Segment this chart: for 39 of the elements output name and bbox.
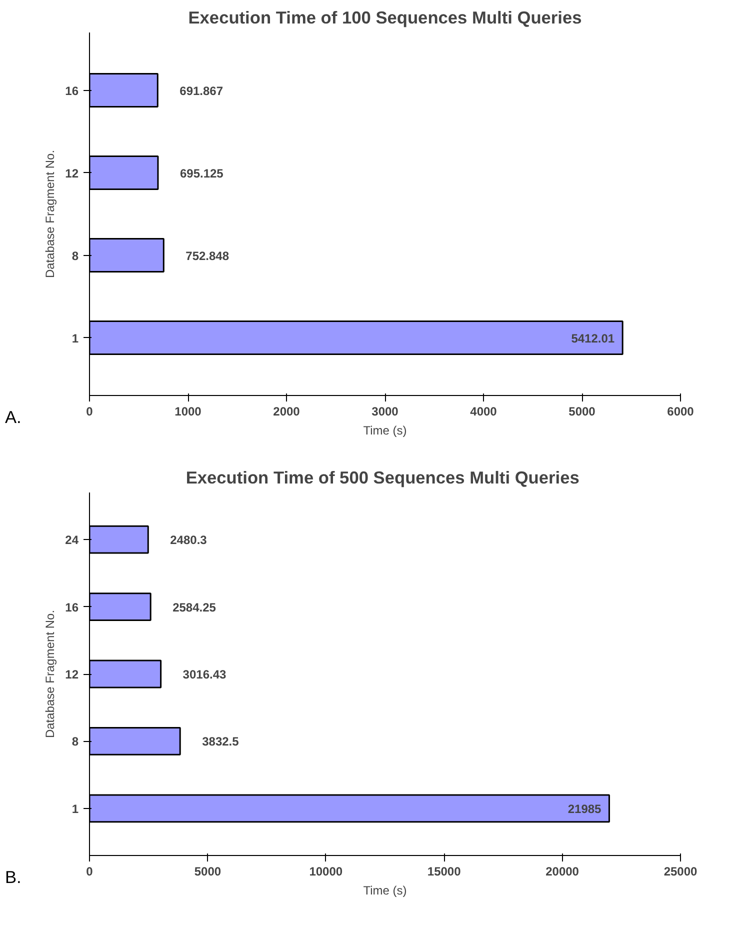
x-axis-title: Time (s): [363, 424, 407, 438]
y-tick-label: 8: [72, 248, 79, 263]
text: B.: [5, 866, 22, 889]
x-tick-label: 4000: [470, 404, 498, 418]
y-axis-title: Database Fragment No.: [43, 610, 58, 738]
y-tick-label: 16: [65, 600, 79, 614]
x-tick-label: 15000: [427, 864, 462, 878]
data-label: 695.125: [180, 166, 224, 180]
x-tick-label: 5000: [568, 404, 596, 418]
y-axis-title: Database Fragment No.: [43, 150, 58, 278]
x-tick-label: 0: [86, 404, 94, 418]
data-label: 5412.01: [571, 331, 615, 346]
x-tick-label: 20000: [546, 864, 580, 878]
x-tick-label: 25000: [664, 864, 698, 878]
x-axis-title: Time (s): [363, 884, 407, 898]
data-label: 691.867: [180, 84, 224, 98]
chart-title: Execution Time of 100 Sequences Multi Queries: [188, 8, 582, 28]
y-tick-label: 24: [65, 533, 79, 548]
x-tick-label: 1000: [174, 404, 202, 418]
x-tick-label: 3000: [372, 404, 399, 418]
data-label: 2584.25: [172, 600, 216, 614]
x-tick-label: 2000: [273, 404, 300, 418]
y-tick-label: 1: [72, 331, 79, 346]
data-label: 3016.43: [182, 668, 227, 682]
data-label: 21985: [568, 802, 602, 816]
data-label: 752.848: [186, 248, 230, 263]
y-tick-label: 12: [65, 166, 79, 180]
x-tick-label: 6000: [667, 404, 694, 418]
x-tick-label: 5000: [194, 864, 222, 878]
data-label: 2480.3: [170, 533, 208, 548]
y-tick-label: 12: [65, 668, 79, 682]
y-tick-label: 8: [72, 734, 79, 749]
y-tick-label: 16: [65, 84, 79, 98]
x-tick-label: 10000: [309, 864, 343, 878]
data-label: 3832.5: [202, 734, 240, 749]
y-tick-label: 1: [72, 802, 79, 816]
text: A.: [5, 406, 22, 429]
x-tick-label: 0: [86, 864, 94, 878]
chart-title: Execution Time of 500 Sequences Multi Queries: [186, 468, 580, 488]
